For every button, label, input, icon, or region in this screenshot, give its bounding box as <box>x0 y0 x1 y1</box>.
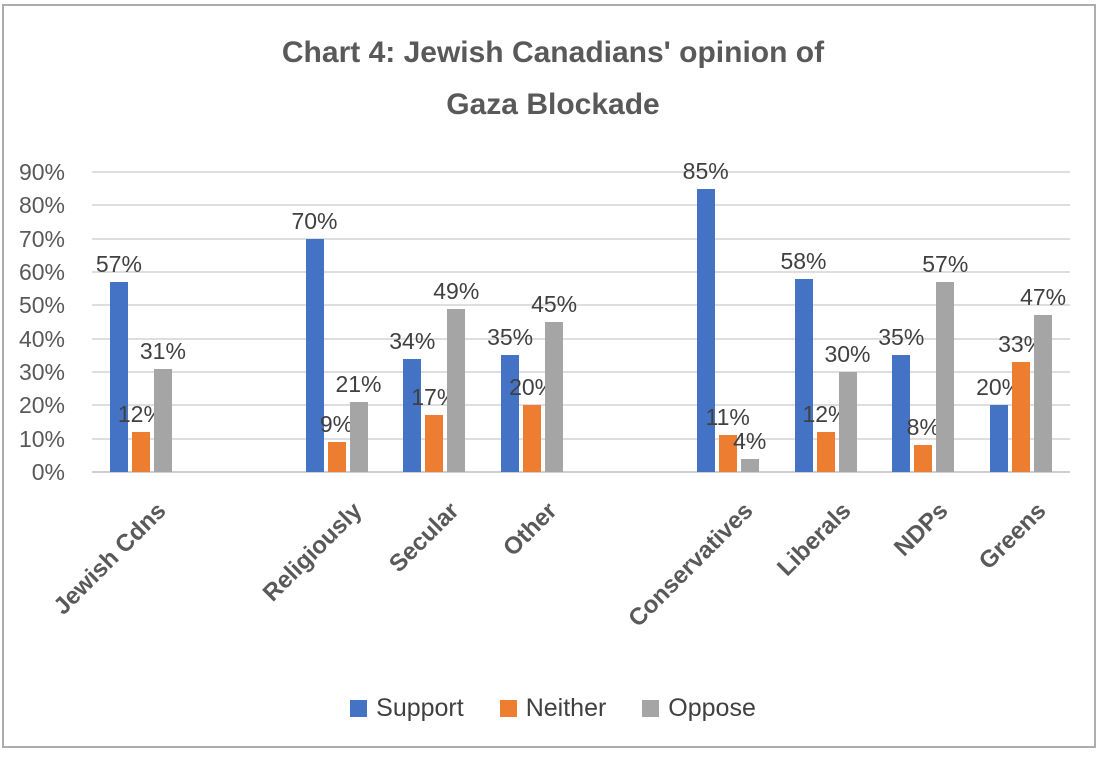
y-tick-label: 40% <box>18 325 65 352</box>
bar-oppose <box>740 458 759 472</box>
data-label: 70% <box>291 207 338 234</box>
data-label: 30% <box>824 341 871 367</box>
bar-oppose <box>1034 315 1053 472</box>
y-tick-label: 80% <box>18 192 65 219</box>
y-tick-label: 20% <box>18 392 65 419</box>
gridline <box>92 271 1070 273</box>
bar-oppose <box>838 372 857 472</box>
x-category-label: Secular <box>384 497 465 578</box>
data-label: 49% <box>433 277 480 304</box>
bar-neither <box>816 432 835 472</box>
legend-label: Neither <box>525 694 607 722</box>
x-category-label: Greens <box>973 497 1052 575</box>
x-category-label: Other <box>498 497 563 562</box>
y-tick-label: 50% <box>18 292 65 319</box>
data-label: 31% <box>139 337 186 364</box>
y-tick-label: 30% <box>18 359 65 385</box>
y-tick-label: 60% <box>18 259 65 285</box>
legend-swatch-oppose <box>642 699 660 717</box>
legend-swatch-neither <box>499 699 517 717</box>
legend-item: Oppose <box>642 694 756 722</box>
y-tick-label: 70% <box>18 225 65 252</box>
y-tick-label: 10% <box>18 425 65 452</box>
bar-support <box>109 282 128 472</box>
chart-title-line1: Chart 4: Jewish Canadians' opinion of <box>281 36 825 69</box>
gridline <box>92 404 1070 407</box>
bar-neither <box>718 435 737 472</box>
data-label: 85% <box>682 157 729 184</box>
gridline <box>92 171 1070 173</box>
bar-support <box>892 355 911 472</box>
x-category-label: NDPs <box>889 497 954 562</box>
gridline <box>92 237 1070 240</box>
chart-title-line2: Gaza Blockade <box>446 88 660 121</box>
x-category-label: Liberals <box>771 497 856 582</box>
bar-neither <box>327 442 346 472</box>
data-label: 57% <box>95 251 142 277</box>
data-label: 57% <box>922 251 969 277</box>
bar-support <box>501 355 520 472</box>
bar-support <box>305 238 324 472</box>
bar-oppose <box>447 308 466 472</box>
data-label: 35% <box>878 324 925 351</box>
x-category-label: Jewish Cdns <box>48 497 172 621</box>
y-tick-label: 90% <box>18 159 65 185</box>
bar-support <box>794 278 813 472</box>
data-label: 35% <box>487 324 534 351</box>
bar-support <box>403 358 422 472</box>
bar-neither <box>1012 362 1031 472</box>
data-label: 4% <box>733 427 767 454</box>
bar-oppose <box>936 282 955 472</box>
x-category-label: Conservatives <box>622 497 759 633</box>
legend-item: Support <box>350 694 464 722</box>
legend-label: Oppose <box>668 694 756 722</box>
bar-support <box>990 405 1009 472</box>
legend-label: Support <box>376 694 464 722</box>
bar-neither <box>425 415 444 472</box>
bar-support <box>696 188 715 472</box>
gridline <box>92 471 1070 473</box>
data-label: 47% <box>1020 284 1067 311</box>
gridline <box>92 304 1070 307</box>
legend-swatch-support <box>350 699 368 717</box>
bar-neither <box>914 445 933 472</box>
gridline <box>92 437 1070 440</box>
data-label: 8% <box>906 414 940 441</box>
x-category-label: Religiously <box>257 497 367 607</box>
bar-oppose <box>153 368 172 472</box>
bar-neither <box>131 432 150 472</box>
gridline <box>92 204 1070 207</box>
data-label: 21% <box>335 371 382 397</box>
legend: Support Neither Oppose <box>0 694 1106 722</box>
bar-oppose <box>349 402 368 472</box>
data-label: 11% <box>705 404 750 431</box>
y-tick-label: 0% <box>31 459 65 485</box>
bar-neither <box>523 405 542 472</box>
data-label: 58% <box>780 247 827 274</box>
bar-oppose <box>545 322 564 472</box>
legend-item: Neither <box>499 694 607 722</box>
data-label: 9% <box>319 411 354 437</box>
data-label: 45% <box>531 291 578 317</box>
chart-title: Chart 4: Jewish Canadians' opinion of Ga… <box>0 27 1106 131</box>
data-label: 34% <box>389 327 436 354</box>
gridline <box>92 371 1070 373</box>
gridline <box>92 337 1070 340</box>
